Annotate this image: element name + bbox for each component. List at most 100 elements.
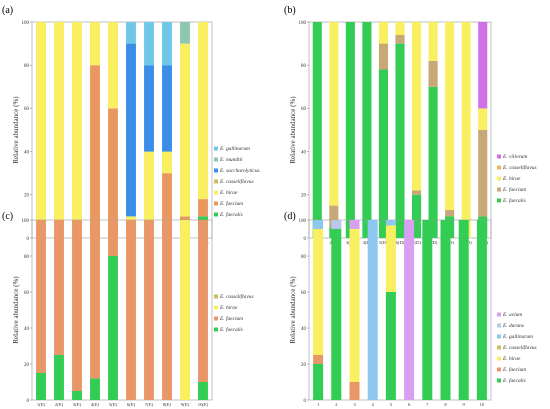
legend-swatch — [214, 327, 218, 332]
y-tick-label: 60 — [301, 107, 307, 112]
legend-swatch — [214, 201, 218, 206]
bar-segment — [395, 43, 405, 238]
bar-segment — [378, 69, 389, 239]
legend-entry: E. faecalis — [502, 197, 526, 204]
category-label: 3(E) — [73, 402, 82, 407]
plot-frame — [31, 219, 213, 401]
bar-segment — [90, 378, 100, 400]
bar-segment — [108, 220, 118, 256]
legend-entry: E. casseliflavus — [502, 344, 537, 351]
bar-segment — [36, 220, 46, 373]
chart-panel: (c) 0 20 40 60 80 100 Relative abundance (%) 1(E… — [2, 211, 254, 407]
bar-segment — [108, 256, 118, 400]
legend-swatch — [497, 165, 501, 170]
bar-segment — [144, 220, 154, 400]
category-label: 7(E) — [145, 402, 154, 407]
category-label: 5(E) — [109, 402, 118, 407]
legend-swatch — [497, 345, 501, 350]
legend-entry: E. hirae — [502, 176, 521, 182]
bar-segment — [331, 229, 342, 400]
category-label: 5 — [390, 402, 393, 407]
bar-segment — [395, 34, 405, 44]
bar-segment — [313, 364, 324, 400]
bar-segment — [458, 220, 469, 400]
bar-segment — [198, 220, 208, 382]
category-label: 4(D) — [363, 240, 372, 245]
legend-swatch — [214, 294, 218, 299]
bar-segment — [329, 22, 339, 206]
legend-entry: E. casseliflavus — [219, 293, 254, 300]
legend-swatch — [497, 323, 501, 328]
plot-frame — [31, 21, 213, 239]
bar-segment — [162, 220, 172, 400]
panel-label: (c) — [2, 211, 13, 222]
bar-segment — [162, 65, 172, 152]
bar-segment — [90, 220, 100, 379]
category-label: 7(D) — [412, 240, 421, 245]
y-tick-label: 60 — [24, 291, 30, 296]
legend-entry: E. faecium — [219, 315, 243, 322]
legend-swatch — [214, 305, 218, 310]
y-tick-label: 80 — [301, 64, 307, 69]
plot-frame — [308, 219, 492, 401]
bar-segment — [36, 22, 46, 238]
legend-entry: E. faecium — [219, 200, 243, 207]
y-axis-label: Relative abundance (%) — [289, 96, 297, 164]
legend-entry: E. casseliflavus — [502, 164, 537, 171]
bar-segment — [478, 22, 488, 109]
bar-segment — [395, 22, 405, 35]
legend-entry: E. gallinarum — [502, 334, 533, 340]
y-tick-label: 20 — [24, 363, 30, 368]
category-label: 10 — [480, 402, 485, 407]
y-tick-label: 60 — [301, 291, 307, 296]
category-label: 2 — [335, 402, 338, 407]
bar-segment — [367, 220, 378, 400]
category-label: 1(E) — [37, 402, 46, 407]
category-label: 4(E) — [91, 402, 100, 407]
bar-segment — [385, 220, 396, 226]
bar-segment — [476, 220, 487, 400]
bar-segment — [180, 220, 190, 400]
bar-segment — [126, 220, 136, 400]
bar-segment — [345, 22, 355, 238]
legend-entry: E. avium — [502, 312, 522, 318]
legend-swatch — [497, 378, 501, 383]
y-tick-label: 100 — [299, 21, 307, 26]
legend-swatch — [497, 198, 501, 203]
bar-segment — [162, 151, 172, 174]
legend-entry: E. faecalis — [219, 211, 243, 218]
bar-segment — [349, 229, 360, 382]
bar-segment — [144, 65, 154, 152]
category-label: 1 — [317, 402, 320, 407]
bar-segment — [180, 22, 190, 44]
y-tick-label: 80 — [301, 255, 307, 260]
bar-segment — [144, 22, 154, 66]
bar-segment — [478, 108, 488, 130]
y-tick-label: 20 — [301, 194, 307, 199]
bar-segment — [461, 22, 471, 238]
y-tick-label: 0 — [304, 399, 307, 404]
bar-segment — [90, 65, 100, 238]
legend-entry: E. faecalis — [219, 326, 243, 333]
bar-segment — [162, 22, 172, 66]
y-tick-label: 100 — [22, 219, 30, 224]
category-label: 6(D) — [396, 240, 405, 245]
legend-swatch — [214, 190, 218, 195]
bar-segment — [180, 43, 190, 217]
legend-entry: E. hirae — [219, 305, 238, 311]
bar-segment — [72, 391, 82, 400]
category-label: 10(E) — [198, 402, 209, 407]
category-label: 6 — [408, 402, 411, 407]
bar-segment — [90, 22, 100, 66]
panel-label: (a) — [2, 5, 13, 16]
y-axis-label: Relative abundance (%) — [12, 96, 20, 164]
legend-swatch — [214, 146, 218, 151]
bar-segment — [422, 220, 433, 400]
y-tick-label: 40 — [301, 327, 307, 332]
bar-segment — [144, 151, 154, 238]
category-label: 8(D) — [429, 240, 438, 245]
bar-segment — [362, 22, 372, 238]
legend-entry: E. faecium — [502, 186, 526, 193]
